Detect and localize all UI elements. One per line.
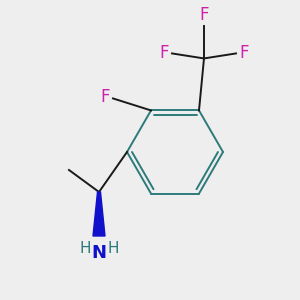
Text: H: H: [79, 241, 91, 256]
Polygon shape: [93, 192, 105, 236]
Text: F: F: [160, 44, 169, 62]
Text: F: F: [100, 88, 110, 106]
Text: F: F: [199, 6, 209, 24]
Text: F: F: [239, 44, 248, 62]
Text: H: H: [107, 241, 119, 256]
Text: N: N: [92, 244, 106, 262]
